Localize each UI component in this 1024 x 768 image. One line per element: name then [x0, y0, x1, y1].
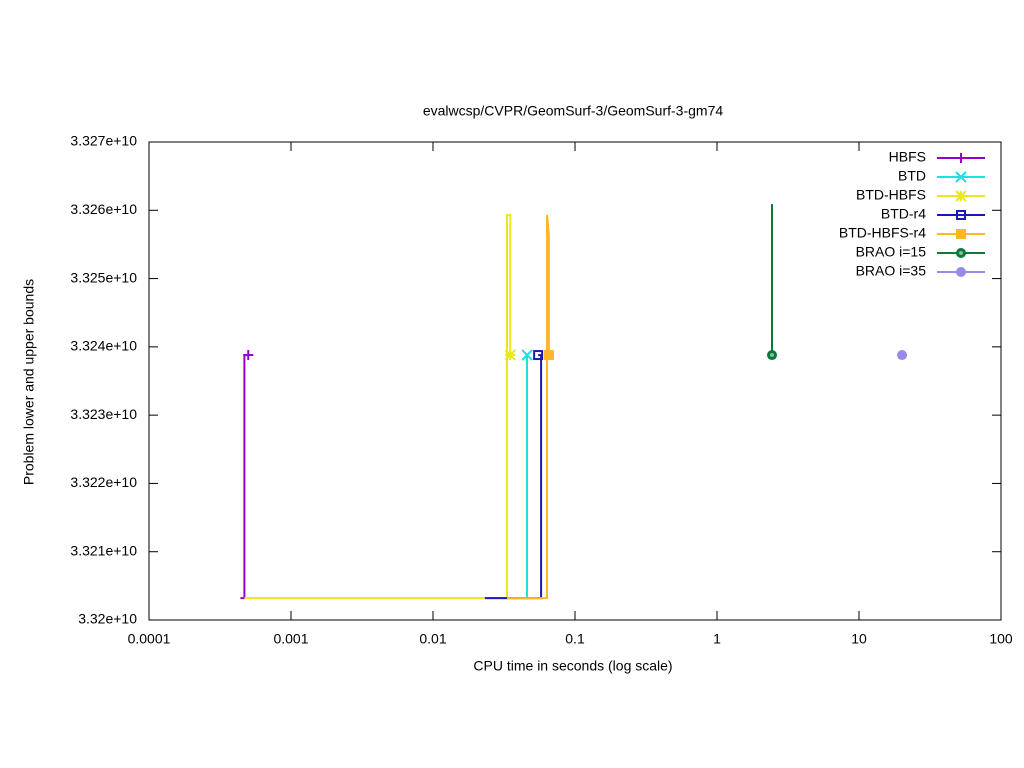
marker — [955, 190, 967, 202]
chart-title: evalwcsp/CVPR/GeomSurf-3/GeomSurf-3-gm74 — [423, 103, 724, 119]
series-line — [244, 214, 512, 600]
y-tick-label: 3.325e+10 — [70, 269, 137, 285]
series-line — [507, 215, 550, 600]
marker — [955, 171, 967, 183]
x-tick-label: 100 — [989, 631, 1013, 647]
marker-part — [543, 350, 554, 361]
marker — [956, 229, 966, 239]
y-tick-label: 3.321e+10 — [70, 542, 137, 558]
x-tick-label: 0.1 — [565, 631, 585, 647]
legend-label: BRAO i=35 — [856, 263, 927, 279]
legend-label: BTD — [898, 168, 926, 184]
plot-frame — [148, 141, 1002, 621]
marker — [956, 267, 966, 277]
marker-part — [956, 210, 966, 220]
marker-part — [956, 267, 966, 277]
marker — [956, 248, 966, 258]
marker — [767, 350, 778, 361]
series-line — [507, 354, 528, 600]
marker — [243, 350, 254, 361]
marker — [504, 349, 516, 361]
marker-part — [897, 350, 908, 361]
legend-label: HBFS — [889, 149, 926, 165]
marker — [956, 210, 966, 220]
marker — [521, 349, 533, 361]
marker-part — [955, 190, 967, 202]
marker — [956, 153, 966, 163]
marker — [533, 350, 544, 361]
x-axis-label: CPU time in seconds (log scale) — [473, 658, 672, 674]
x-tick-label: 0.001 — [273, 631, 308, 647]
marker — [897, 350, 908, 361]
y-tick-label: 3.324e+10 — [70, 338, 137, 354]
y-tick-label: 3.322e+10 — [70, 474, 137, 490]
marker-part — [955, 171, 967, 183]
legend-label: BTD-HBFS-r4 — [839, 225, 926, 241]
series-line — [240, 354, 249, 600]
x-tick-label: 0.0001 — [128, 631, 171, 647]
x-tick-label: 10 — [851, 631, 867, 647]
marker-part — [770, 353, 775, 358]
y-tick-label: 3.32e+10 — [78, 611, 137, 627]
y-tick-label: 3.323e+10 — [70, 406, 137, 422]
x-tick-label: 1 — [713, 631, 721, 647]
marker-part — [243, 350, 254, 361]
y-axis-label: Problem lower and upper bounds — [21, 279, 37, 485]
series-line — [484, 354, 543, 600]
marker — [543, 350, 554, 361]
legend-label: BTD-r4 — [881, 206, 926, 222]
legend-label: BTD-HBFS — [856, 187, 926, 203]
y-tick-label: 3.326e+10 — [70, 201, 137, 217]
x-tick-label: 0.01 — [419, 631, 446, 647]
y-tick-label: 3.327e+10 — [70, 133, 137, 149]
marker-part — [504, 349, 516, 361]
marker-part — [956, 229, 966, 239]
marker-part — [521, 349, 533, 361]
marker-part — [959, 251, 963, 255]
marker-part — [533, 350, 544, 361]
marker-part — [956, 153, 966, 163]
legend-label: BRAO i=15 — [856, 244, 927, 260]
